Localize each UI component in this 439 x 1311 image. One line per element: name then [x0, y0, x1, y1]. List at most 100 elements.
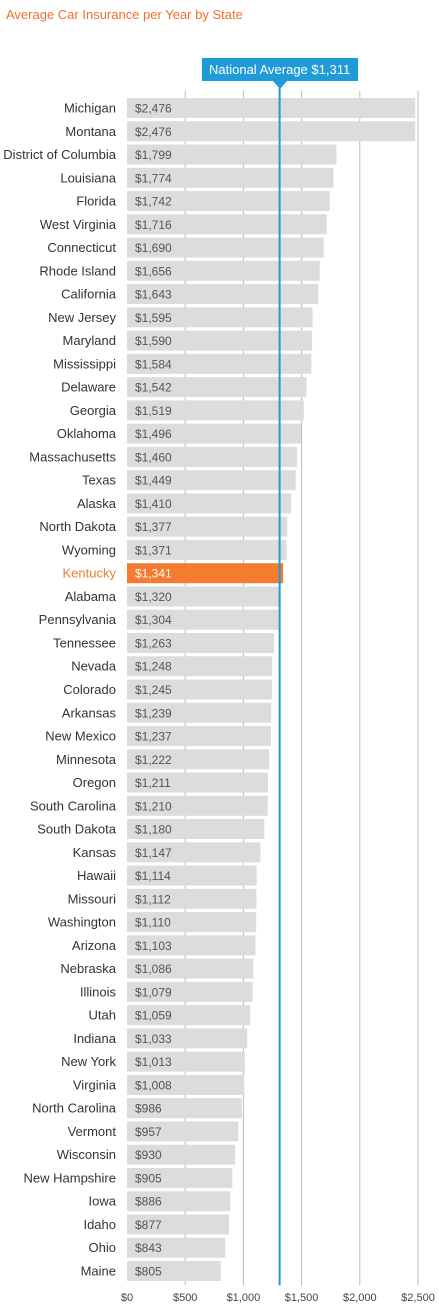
value-label: $1,013 — [135, 1055, 172, 1069]
value-label: $1,147 — [135, 846, 172, 860]
value-label: $1,496 — [135, 427, 172, 441]
value-label: $1,584 — [135, 357, 172, 371]
category-label: New Jersey — [48, 310, 116, 325]
x-tick-label: $1,500 — [285, 1292, 319, 1304]
value-label: $1,371 — [135, 543, 172, 557]
value-label: $1,245 — [135, 683, 172, 697]
category-label: Connecticut — [47, 240, 116, 255]
value-label: $1,180 — [135, 823, 172, 837]
bar — [127, 260, 320, 281]
value-label: $1,690 — [135, 241, 172, 255]
value-label: $1,059 — [135, 1009, 172, 1023]
category-label: Arizona — [72, 938, 117, 953]
value-label: $1,449 — [135, 474, 172, 488]
category-label: Montana — [65, 124, 116, 139]
x-tick-label: $2,500 — [401, 1292, 435, 1304]
value-label: $1,742 — [135, 195, 172, 209]
x-tick-label: $500 — [173, 1292, 197, 1304]
category-label: Tennessee — [53, 635, 116, 650]
bar — [127, 98, 416, 118]
bar — [127, 1237, 226, 1258]
bar — [127, 609, 279, 630]
bar — [127, 423, 302, 444]
category-label: Rhode Island — [39, 263, 116, 278]
bar — [127, 1098, 242, 1119]
bar — [127, 330, 313, 351]
bar — [127, 656, 273, 677]
category-label: Missouri — [68, 891, 117, 906]
category-label: Mississippi — [53, 356, 116, 371]
value-label: $886 — [135, 1195, 162, 1209]
category-label: Alabama — [65, 589, 117, 604]
category-label: Wisconsin — [57, 1147, 116, 1162]
value-label: $905 — [135, 1171, 162, 1185]
bar — [127, 1214, 230, 1235]
bar — [127, 516, 288, 537]
category-label: Idaho — [83, 1217, 116, 1232]
category-label: Texas — [82, 473, 116, 488]
value-label: $1,008 — [135, 1078, 172, 1092]
bar — [127, 470, 296, 491]
category-label: Ohio — [89, 1240, 116, 1255]
bar — [127, 237, 324, 258]
value-label: $2,476 — [135, 125, 172, 139]
callout-pointer — [272, 81, 287, 89]
bar — [127, 1261, 221, 1281]
bar — [127, 353, 312, 374]
value-label: $1,410 — [135, 497, 172, 511]
value-label: $1,590 — [135, 334, 172, 348]
value-label: $1,595 — [135, 311, 172, 325]
bar — [127, 1005, 251, 1026]
category-label: Kansas — [73, 845, 117, 860]
bar — [127, 400, 304, 421]
value-label: $1,211 — [135, 776, 171, 790]
value-label: $957 — [135, 1125, 162, 1139]
bar — [127, 1191, 231, 1212]
value-label: $1,033 — [135, 1032, 172, 1046]
bar — [127, 1028, 248, 1049]
value-label: $1,643 — [135, 288, 172, 302]
category-label: Vermont — [68, 1124, 117, 1139]
bar — [127, 121, 416, 142]
bar — [127, 842, 261, 863]
bar — [127, 702, 272, 723]
category-label: South Dakota — [37, 822, 117, 837]
value-label: $1,086 — [135, 962, 172, 976]
bar — [127, 1144, 236, 1165]
category-label: Wyoming — [62, 542, 116, 557]
bar — [127, 772, 268, 793]
bar — [127, 1121, 239, 1142]
bar — [127, 377, 307, 398]
category-label: Georgia — [70, 403, 117, 418]
value-label: $1,114 — [135, 869, 171, 883]
category-label: Illinois — [80, 984, 117, 999]
category-label: West Virginia — [40, 217, 117, 232]
value-label: $1,460 — [135, 450, 172, 464]
value-label: $1,774 — [135, 171, 172, 185]
category-label: Virginia — [73, 1077, 117, 1092]
value-label: $1,079 — [135, 985, 172, 999]
value-label: $1,210 — [135, 799, 172, 813]
category-label: Michigan — [64, 101, 116, 116]
bar — [127, 563, 284, 584]
value-label: $1,103 — [135, 939, 172, 953]
category-label: Louisiana — [60, 170, 116, 185]
bar — [127, 493, 292, 514]
category-label: South Carolina — [30, 798, 117, 813]
x-tick-label: $2,000 — [343, 1292, 377, 1304]
value-label: $2,476 — [135, 102, 172, 116]
category-label: Indiana — [73, 1031, 116, 1046]
category-label: District of Columbia — [3, 147, 116, 162]
value-label: $805 — [135, 1265, 162, 1279]
category-label: Oregon — [73, 775, 116, 790]
bar — [127, 749, 270, 770]
category-label: New York — [61, 1054, 116, 1069]
value-label: $1,110 — [135, 916, 171, 930]
value-label: $1,341 — [135, 567, 172, 581]
category-label: Colorado — [63, 682, 116, 697]
bar — [127, 1074, 245, 1095]
value-label: $1,320 — [135, 590, 172, 604]
category-label: Utah — [89, 1008, 116, 1023]
value-label: $1,377 — [135, 520, 172, 534]
x-tick-label: $0 — [121, 1292, 133, 1304]
